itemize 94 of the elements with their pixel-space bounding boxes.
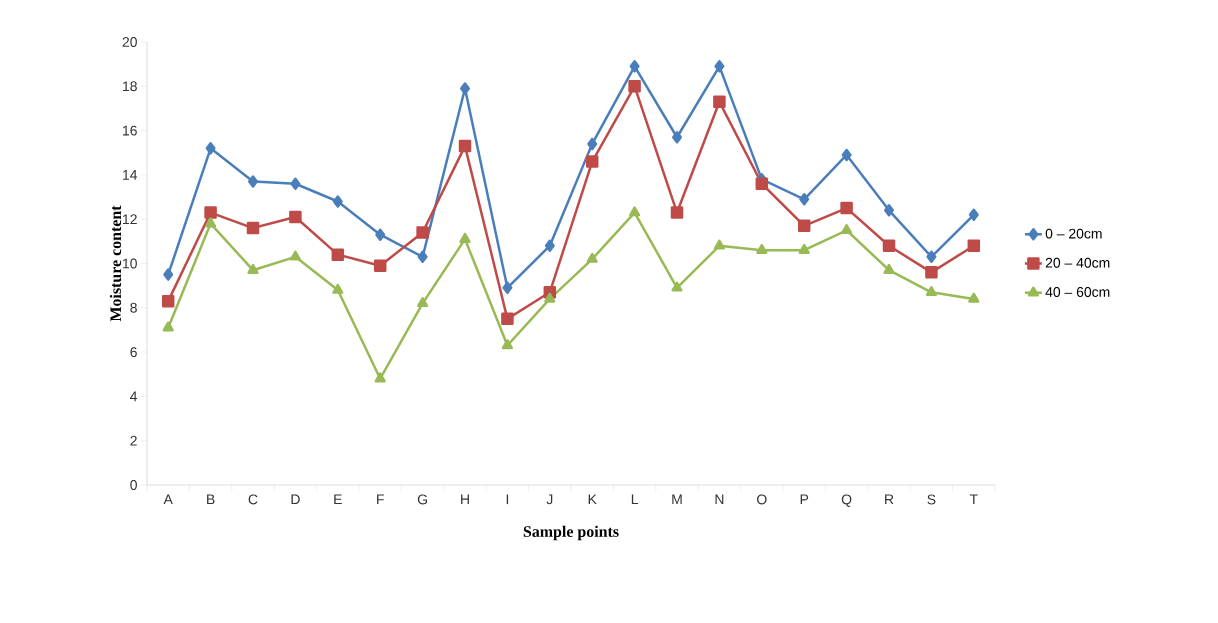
point xyxy=(841,224,853,235)
point xyxy=(840,201,853,215)
point xyxy=(926,250,937,264)
point xyxy=(799,193,810,206)
point xyxy=(289,210,302,224)
point xyxy=(502,281,513,295)
x-tick-label: S xyxy=(927,494,936,505)
x-tick-label: H xyxy=(461,494,469,505)
point xyxy=(670,206,684,219)
point xyxy=(925,286,937,297)
point xyxy=(967,239,981,253)
point xyxy=(375,228,386,241)
point xyxy=(884,204,895,217)
point xyxy=(585,155,599,168)
x-tick-label: M xyxy=(672,494,682,505)
x-tick-label: P xyxy=(800,494,809,505)
point xyxy=(714,60,725,73)
x-tick-label: Q xyxy=(841,494,852,507)
y-tick-label: 18 xyxy=(123,81,137,92)
x-axis-title: Sample points xyxy=(523,525,619,541)
point xyxy=(841,148,852,162)
x-tick-label: J xyxy=(546,494,553,505)
legend-label: 0 – 20cm xyxy=(1045,228,1102,239)
point xyxy=(713,239,725,250)
point xyxy=(713,95,726,109)
point xyxy=(501,339,513,350)
point xyxy=(501,312,514,326)
point xyxy=(756,243,768,254)
x-tick-label: D xyxy=(291,494,300,505)
x-tick-label: E xyxy=(334,494,342,505)
y-tick-label: 14 xyxy=(123,170,138,180)
x-tick-label: B xyxy=(207,494,215,505)
point xyxy=(161,294,175,308)
x-tick-label: K xyxy=(588,494,597,505)
y-axis-title: Moisture content xyxy=(109,205,122,322)
y-tick-label: 8 xyxy=(130,302,137,313)
x-tick-label: O xyxy=(757,494,767,505)
point xyxy=(544,292,556,303)
point xyxy=(672,130,683,144)
x-tick-label: R xyxy=(885,494,894,505)
point xyxy=(629,206,641,217)
x-tick-label: I xyxy=(506,494,509,505)
x-tick-label: C xyxy=(248,494,258,505)
legend-label: 20 – 40cm xyxy=(1045,257,1110,268)
y-tick-label: 16 xyxy=(123,125,137,136)
point xyxy=(671,281,683,292)
y-tick-label: 0 xyxy=(130,480,137,490)
point xyxy=(797,219,811,233)
point xyxy=(289,250,301,261)
point xyxy=(459,232,471,243)
x-tick-label: N xyxy=(715,494,724,505)
point xyxy=(544,239,555,253)
point xyxy=(968,292,980,303)
point xyxy=(798,243,810,254)
y-tick-label: 6 xyxy=(130,347,137,358)
point xyxy=(332,283,344,294)
x-tick-label: A xyxy=(163,494,173,505)
point xyxy=(205,142,216,155)
y-tick-label: 4 xyxy=(130,391,138,402)
point xyxy=(755,177,769,191)
x-tick-label: L xyxy=(631,494,639,505)
point xyxy=(205,217,217,228)
legend-label: 40 – 60cm xyxy=(1045,287,1110,297)
point xyxy=(163,268,174,281)
point xyxy=(416,226,429,239)
point xyxy=(204,206,217,219)
y-tick-label: 2 xyxy=(130,435,137,446)
point xyxy=(925,266,938,279)
point xyxy=(458,139,472,153)
point xyxy=(417,250,428,264)
point xyxy=(373,259,387,272)
point xyxy=(247,263,259,274)
y-tick-label: 10 xyxy=(123,258,137,269)
point xyxy=(290,177,301,191)
y-tick-label: 12 xyxy=(123,214,137,225)
y-tick-label: 20 xyxy=(122,37,137,47)
point xyxy=(331,248,345,261)
point xyxy=(332,195,343,208)
point xyxy=(883,263,895,274)
point xyxy=(882,239,896,253)
point xyxy=(968,208,979,222)
point xyxy=(587,137,598,151)
point xyxy=(586,252,598,263)
point xyxy=(628,80,641,93)
x-tick-label: F xyxy=(377,494,384,505)
x-tick-label: G xyxy=(417,494,427,505)
point xyxy=(460,82,470,95)
point xyxy=(629,60,640,73)
x-tick-label: T xyxy=(969,494,978,505)
point xyxy=(417,297,429,308)
point xyxy=(162,321,174,332)
point xyxy=(374,372,386,383)
point xyxy=(246,221,260,235)
point xyxy=(248,175,258,188)
